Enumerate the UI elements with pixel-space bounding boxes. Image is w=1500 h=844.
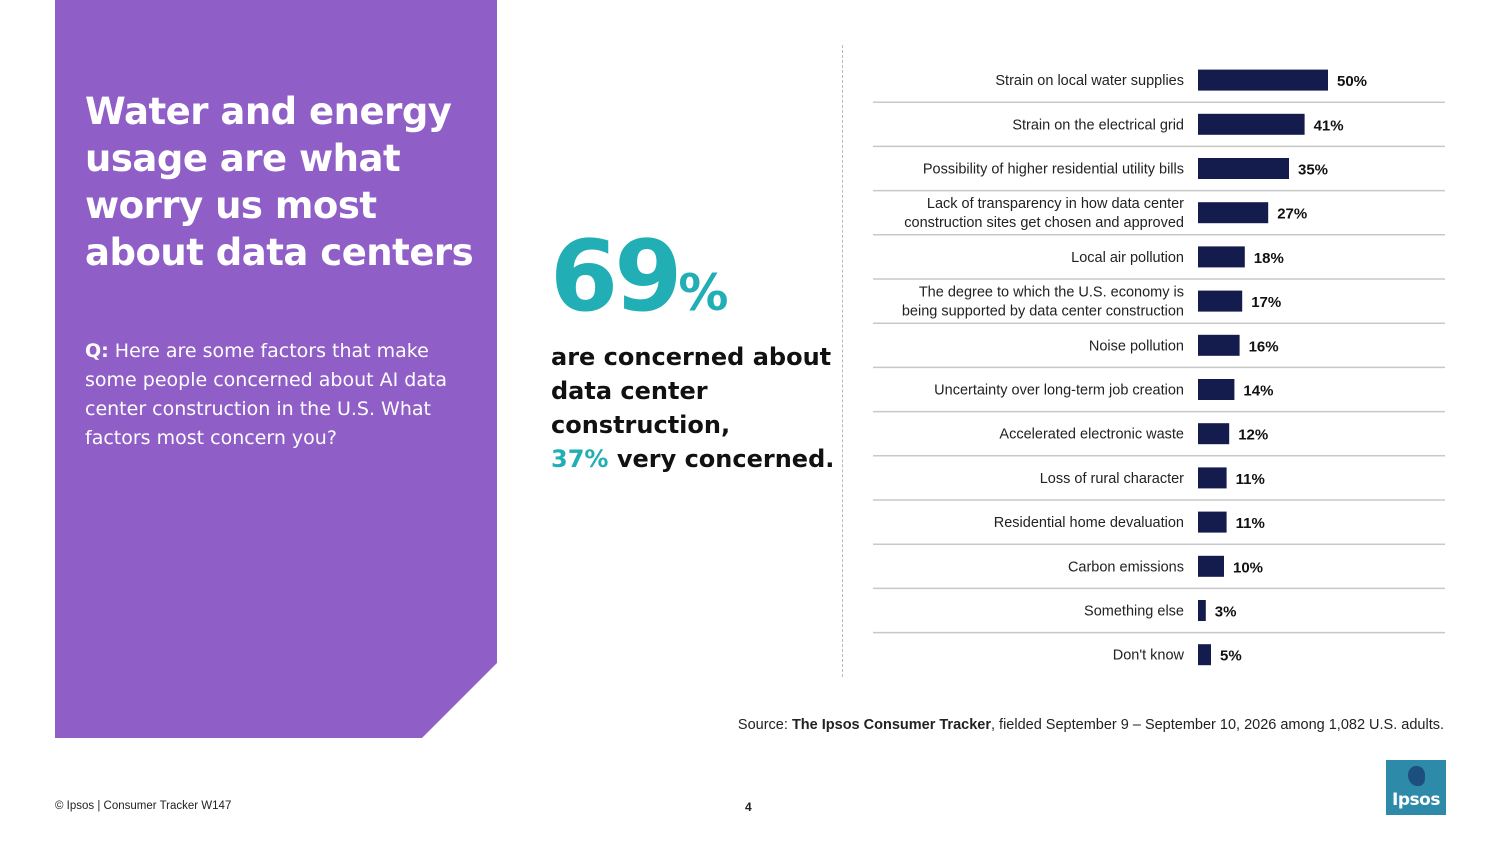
question-prefix: Q: (85, 340, 109, 362)
bar-category-label: construction sites get chosen and approv… (904, 215, 1184, 231)
bar-value-label: 35% (1298, 162, 1328, 179)
bar-category-label: Local air pollution (1071, 250, 1184, 266)
bar-value-label: 14% (1243, 383, 1273, 400)
headline-stat-caption: are concerned about data center construc… (551, 340, 841, 476)
bar-category-label: Noise pollution (1089, 338, 1184, 354)
bar (1198, 511, 1227, 533)
source-prefix: Source: (737, 717, 788, 733)
dashed-divider (842, 45, 843, 677)
bar-category-label: Something else (1084, 604, 1184, 620)
bar-value-label: 11% (1236, 515, 1265, 532)
bar (1198, 246, 1245, 268)
bar-category-label: The degree to which the U.S. economy is (919, 285, 1184, 301)
page-title: Water and energy usage are what worry us… (85, 90, 474, 274)
bar-category-label: Carbon emissions (1068, 559, 1184, 575)
bar-category-label: Lack of transparency in how data center (927, 196, 1184, 212)
bar (1198, 423, 1230, 445)
bar-value-label: 50% (1337, 73, 1367, 90)
footer-copyright: © Ipsos | Consumer Tracker W147 (55, 800, 232, 812)
bar-category-label: Strain on local water supplies (995, 73, 1184, 89)
bar (1198, 158, 1289, 179)
logo-mark-icon (1408, 766, 1425, 786)
bar (1198, 555, 1224, 577)
bar-category-label: Residential home devaluation (994, 515, 1184, 531)
source-name: The Ipsos Consumer Tracker (791, 717, 991, 733)
title-panel: Water and energy usage are what worry us… (55, 0, 497, 738)
bar (1198, 467, 1227, 489)
bar (1198, 290, 1243, 312)
bar-category-label: Don't know (1113, 648, 1185, 664)
headline-stat-number: 69 (550, 220, 682, 334)
bar-value-label: 12% (1238, 427, 1268, 444)
bar (1198, 600, 1206, 621)
survey-question: Q: Here are some factors that make some … (85, 337, 465, 453)
bar-chart: Strain on local water supplies 50% Strain … (873, 69, 1445, 666)
source-note: Source: The Ipsos Consumer Tracker, fiel… (738, 717, 1444, 733)
bar-category-label: being supported by data center construct… (902, 304, 1184, 320)
bar-category-label: Loss of rural character (1040, 471, 1184, 487)
page-number: 4 (745, 800, 752, 814)
bar-category-label: Uncertainty over long-term job creation (934, 383, 1184, 399)
bar-value-label: 11% (1236, 471, 1265, 488)
bar-value-label: 5% (1220, 648, 1242, 665)
bar (1198, 113, 1305, 135)
stat-caption-highlight: 37% (551, 445, 609, 473)
bar-category-label: Accelerated electronic waste (999, 427, 1184, 443)
stat-caption-main: are concerned about data center construc… (551, 343, 832, 439)
headline-stat: 69% (550, 220, 729, 334)
bar-category-label: Possibility of higher residential utilit… (923, 162, 1184, 178)
bar-category-label: Strain on the electrical grid (1012, 117, 1184, 133)
bar (1198, 334, 1240, 356)
stat-caption-end: very concerned. (616, 445, 835, 473)
bar-value-label: 41% (1314, 117, 1344, 134)
bar-value-label: 16% (1249, 338, 1279, 355)
bar (1198, 202, 1269, 224)
question-text: Here are some factors that make some peo… (85, 340, 448, 449)
ipsos-logo: Ipsos (1386, 760, 1446, 815)
bar-value-label: 17% (1251, 294, 1281, 311)
bar-value-label: 10% (1233, 559, 1263, 576)
logo-text: Ipsos (1392, 790, 1440, 810)
bar (1198, 69, 1328, 91)
bar (1198, 379, 1235, 400)
bar-value-label: 27% (1277, 206, 1307, 223)
bar-value-label: 3% (1215, 604, 1237, 621)
headline-stat-percent: % (678, 264, 729, 322)
bar (1198, 644, 1211, 666)
bar-value-label: 18% (1254, 250, 1284, 267)
source-details: , fielded September 9 – September 10, 20… (990, 717, 1444, 733)
